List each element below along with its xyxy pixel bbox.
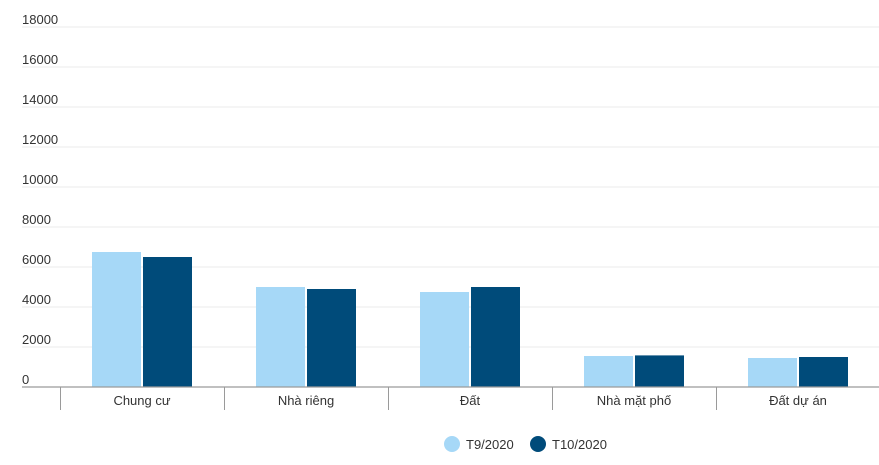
bar-series1	[256, 287, 305, 387]
y-tick-label: 0	[22, 372, 29, 387]
y-tick-label: 10000	[22, 172, 58, 187]
bar-series2	[799, 357, 848, 387]
x-tick-label: Nhà riêng	[278, 393, 334, 408]
bar-series1	[584, 356, 633, 387]
x-axis-tick-labels: Chung cư Nhà riêng Đất Nhà mặt phố Đất dự án	[113, 393, 826, 408]
x-tick-label: Nhà mặt phố	[597, 393, 671, 408]
legend-swatch	[530, 436, 546, 452]
y-tick-label: 14000	[22, 92, 58, 107]
y-tick-label: 16000	[22, 52, 58, 67]
x-tick-label: Đất	[460, 393, 481, 408]
legend-item[interactable]: T9/2020	[444, 436, 514, 452]
y-axis-tick-labels: 0 2000 4000 6000 8000 10000 12000 14000 16000 180…	[22, 12, 58, 387]
bar-series2	[307, 289, 356, 387]
legend-label: T10/2020	[552, 437, 607, 452]
bar-series1	[748, 358, 797, 387]
bar-series1	[92, 252, 141, 387]
y-tick-label: 12000	[22, 132, 58, 147]
legend-swatch	[444, 436, 460, 452]
y-tick-label: 2000	[22, 332, 51, 347]
bar-series2	[471, 287, 520, 387]
x-tick-label: Chung cư	[113, 393, 170, 408]
bar-series2	[635, 355, 684, 387]
legend: T9/2020 T10/2020	[444, 436, 607, 452]
y-tick-label: 4000	[22, 292, 51, 307]
legend-item[interactable]: T10/2020	[530, 436, 607, 452]
y-tick-label: 6000	[22, 252, 51, 267]
bars	[92, 252, 848, 387]
y-tick-label: 18000	[22, 12, 58, 27]
x-axis	[22, 386, 879, 410]
bar-series2	[143, 257, 192, 387]
legend-label: T9/2020	[466, 437, 514, 452]
y-tick-label: 8000	[22, 212, 51, 227]
x-tick-label: Đất dự án	[769, 393, 827, 408]
bar-series1	[420, 292, 469, 387]
